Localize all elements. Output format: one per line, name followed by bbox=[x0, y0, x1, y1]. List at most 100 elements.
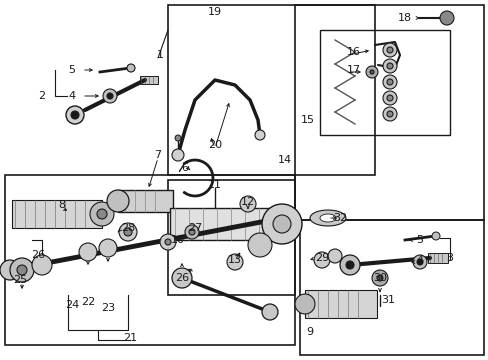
Circle shape bbox=[172, 268, 192, 288]
Text: 16: 16 bbox=[346, 47, 360, 57]
Text: 26: 26 bbox=[31, 250, 45, 260]
Circle shape bbox=[262, 304, 278, 320]
Text: 27: 27 bbox=[187, 223, 202, 233]
Bar bbox=[299, 220, 483, 355]
Text: 24: 24 bbox=[65, 300, 79, 310]
Circle shape bbox=[107, 93, 113, 99]
Bar bbox=[5, 175, 294, 345]
Circle shape bbox=[240, 196, 256, 212]
Text: 20: 20 bbox=[207, 140, 222, 150]
Circle shape bbox=[371, 270, 387, 286]
Text: 31: 31 bbox=[380, 295, 394, 305]
Text: 19: 19 bbox=[207, 7, 222, 17]
Circle shape bbox=[346, 261, 353, 269]
Text: 5: 5 bbox=[68, 65, 75, 75]
Circle shape bbox=[386, 111, 392, 117]
Circle shape bbox=[32, 255, 52, 275]
Text: 25: 25 bbox=[13, 275, 27, 285]
Circle shape bbox=[66, 106, 84, 124]
Bar bbox=[305, 290, 376, 318]
Polygon shape bbox=[309, 210, 346, 226]
Circle shape bbox=[382, 107, 396, 121]
Circle shape bbox=[431, 232, 439, 240]
Circle shape bbox=[439, 11, 453, 25]
Circle shape bbox=[107, 190, 129, 212]
Text: 17: 17 bbox=[346, 65, 360, 75]
Text: 11: 11 bbox=[207, 180, 222, 190]
Text: 8: 8 bbox=[59, 200, 65, 210]
Text: 18: 18 bbox=[397, 13, 411, 23]
Circle shape bbox=[172, 149, 183, 161]
Text: 13: 13 bbox=[227, 255, 242, 265]
Circle shape bbox=[272, 215, 290, 233]
Text: 23: 23 bbox=[101, 303, 115, 313]
Circle shape bbox=[294, 294, 314, 314]
Circle shape bbox=[79, 243, 97, 261]
Text: 4: 4 bbox=[68, 91, 76, 101]
Circle shape bbox=[164, 239, 171, 245]
Text: 7: 7 bbox=[154, 150, 161, 160]
Circle shape bbox=[103, 89, 117, 103]
Circle shape bbox=[339, 255, 359, 275]
Circle shape bbox=[382, 59, 396, 73]
Circle shape bbox=[327, 249, 341, 263]
Text: 3: 3 bbox=[446, 253, 452, 263]
Text: 9: 9 bbox=[306, 327, 313, 337]
Circle shape bbox=[0, 260, 20, 280]
Circle shape bbox=[17, 265, 27, 275]
Bar bbox=[140, 76, 158, 84]
Text: 32: 32 bbox=[332, 213, 346, 223]
Circle shape bbox=[386, 95, 392, 101]
Circle shape bbox=[175, 135, 181, 141]
Bar bbox=[168, 5, 374, 175]
Circle shape bbox=[160, 234, 176, 250]
Bar bbox=[294, 5, 483, 220]
Circle shape bbox=[369, 70, 373, 74]
Text: 2: 2 bbox=[39, 91, 45, 101]
Circle shape bbox=[254, 130, 264, 140]
Circle shape bbox=[127, 64, 135, 72]
Text: 12: 12 bbox=[241, 197, 255, 207]
Bar bbox=[118, 190, 173, 212]
Circle shape bbox=[365, 66, 377, 78]
Text: 6: 6 bbox=[181, 163, 188, 173]
Bar bbox=[170, 208, 282, 240]
Text: 30: 30 bbox=[372, 273, 386, 283]
Circle shape bbox=[384, 45, 394, 55]
Circle shape bbox=[386, 63, 392, 69]
Bar bbox=[319, 30, 449, 135]
Bar bbox=[168, 180, 294, 295]
Circle shape bbox=[382, 75, 396, 89]
Bar bbox=[12, 200, 102, 228]
Circle shape bbox=[184, 225, 199, 239]
Circle shape bbox=[247, 233, 271, 257]
Circle shape bbox=[382, 43, 396, 57]
Circle shape bbox=[119, 223, 137, 241]
Circle shape bbox=[313, 252, 329, 268]
Circle shape bbox=[416, 259, 422, 265]
Circle shape bbox=[412, 255, 426, 269]
Text: 21: 21 bbox=[122, 333, 137, 343]
Circle shape bbox=[386, 47, 392, 53]
Circle shape bbox=[376, 275, 382, 281]
Circle shape bbox=[382, 91, 396, 105]
Text: 28: 28 bbox=[121, 223, 135, 233]
Circle shape bbox=[124, 228, 132, 236]
Text: 10: 10 bbox=[171, 235, 184, 245]
Text: 15: 15 bbox=[301, 115, 314, 125]
Circle shape bbox=[99, 239, 117, 257]
Circle shape bbox=[189, 229, 195, 235]
Polygon shape bbox=[319, 214, 335, 222]
Circle shape bbox=[262, 204, 302, 244]
Text: 4: 4 bbox=[416, 255, 423, 265]
Circle shape bbox=[71, 111, 79, 119]
Text: 14: 14 bbox=[277, 155, 291, 165]
Text: 5: 5 bbox=[416, 235, 423, 245]
Circle shape bbox=[386, 79, 392, 85]
Text: 29: 29 bbox=[314, 253, 328, 263]
Circle shape bbox=[97, 209, 107, 219]
Circle shape bbox=[90, 202, 114, 226]
Text: 26: 26 bbox=[175, 273, 189, 283]
Circle shape bbox=[10, 258, 34, 282]
Circle shape bbox=[226, 254, 243, 270]
